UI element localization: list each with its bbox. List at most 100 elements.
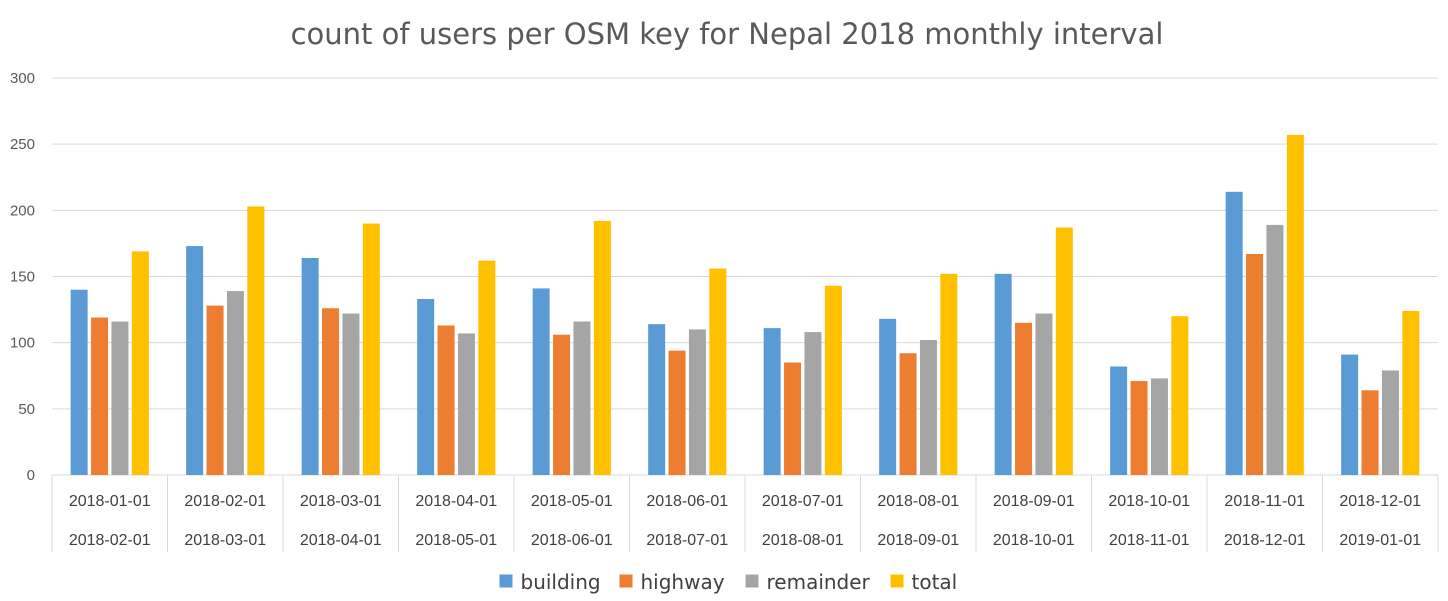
bar-building <box>1341 354 1359 475</box>
bar-highway <box>1130 381 1148 475</box>
x-tick-label-end: 2018-04-01 <box>300 532 382 549</box>
x-tick-label-start: 2018-02-01 <box>184 493 266 510</box>
bar-remainder <box>457 333 475 475</box>
x-tick-label-start: 2018-06-01 <box>646 493 728 510</box>
bar-remainder <box>919 340 937 475</box>
legend-label: remainder <box>767 570 871 594</box>
x-tick-label-end: 2018-12-01 <box>1224 532 1306 549</box>
x-tick-label-start: 2018-03-01 <box>300 493 382 510</box>
bar-remainder <box>342 313 360 475</box>
legend-swatch <box>619 574 633 588</box>
y-tick-label: 50 <box>18 401 35 418</box>
bar-total <box>131 251 149 475</box>
y-tick-label: 0 <box>27 467 35 484</box>
x-tick-label-start: 2018-12-01 <box>1339 493 1421 510</box>
bar-remainder <box>1035 313 1053 475</box>
series-building <box>70 191 1359 475</box>
x-tick-label-end: 2018-03-01 <box>184 532 266 549</box>
bar-remainder <box>226 291 244 475</box>
bars <box>70 134 1420 476</box>
bar-highway <box>784 362 802 475</box>
bar-highway <box>91 317 109 475</box>
x-tick-label-end: 2019-01-01 <box>1339 532 1421 549</box>
bar-total <box>593 220 611 475</box>
legend-swatch <box>745 574 759 588</box>
x-tick-label-end: 2018-07-01 <box>646 532 728 549</box>
bar-building <box>532 288 550 475</box>
bar-highway <box>1015 322 1033 475</box>
bar-highway <box>206 305 224 475</box>
bar-highway <box>322 308 340 475</box>
bar-highway <box>668 350 686 475</box>
legend-item-building: building <box>499 570 601 594</box>
bar-total <box>1055 227 1073 475</box>
bar-building <box>994 273 1012 475</box>
x-tick-label-start: 2018-05-01 <box>531 493 613 510</box>
bar-total <box>478 260 496 475</box>
bar-total <box>940 273 958 475</box>
bar-highway <box>899 353 917 475</box>
series-highway <box>91 254 1379 475</box>
bar-total <box>1402 310 1420 475</box>
legend-label: highway <box>641 570 725 594</box>
x-tick-label-start: 2018-01-01 <box>69 493 151 510</box>
legend-item-total: total <box>890 570 958 594</box>
legend-swatch <box>499 574 513 588</box>
bar-total <box>362 223 380 475</box>
bar-remainder <box>1381 370 1399 475</box>
y-tick-label: 250 <box>10 136 35 153</box>
bar-remainder <box>1150 378 1168 475</box>
x-tick-label-end: 2018-08-01 <box>762 532 844 549</box>
series-remainder <box>111 224 1399 475</box>
y-tick-label: 200 <box>10 202 35 219</box>
x-axis: 2018-01-01 2018-02-01 2018-02-01 2018-03-01… <box>51 475 1439 552</box>
x-tick-label-start: 2018-10-01 <box>1108 493 1190 510</box>
bar-total <box>247 206 265 475</box>
x-tick-label-end: 2018-10-01 <box>993 532 1075 549</box>
y-tick-label: 100 <box>10 335 35 352</box>
legend-label: total <box>912 570 958 594</box>
legend: building highway remainder total <box>499 570 958 594</box>
x-tick-label-start: 2018-07-01 <box>762 493 844 510</box>
bar-total <box>1286 134 1304 476</box>
bar-remainder <box>688 329 706 475</box>
legend-item-remainder: remainder <box>745 570 871 594</box>
gridlines <box>52 77 1438 476</box>
bar-remainder <box>804 332 822 475</box>
bar-total <box>709 268 727 475</box>
bar-building <box>186 246 204 475</box>
x-tick-label-start: 2018-11-01 <box>1224 493 1305 510</box>
series-total <box>131 134 1420 476</box>
bar-total <box>1171 316 1189 475</box>
legend-item-highway: highway <box>619 570 725 594</box>
bar-highway <box>1361 390 1379 475</box>
bar-building <box>879 318 897 475</box>
bar-remainder <box>1266 224 1284 475</box>
bar-building <box>70 289 88 475</box>
bar-highway <box>553 334 571 475</box>
y-axis-ticks: 0 50 100 150 200 250 300 <box>10 70 35 484</box>
x-tick-label-start: 2018-09-01 <box>993 493 1075 510</box>
bar-building <box>1225 191 1243 475</box>
bar-highway <box>1246 254 1264 475</box>
bar-remainder <box>573 321 591 475</box>
y-tick-label: 300 <box>10 70 35 87</box>
x-tick-label-end: 2018-11-01 <box>1109 532 1190 549</box>
x-tick-label-start: 2018-08-01 <box>877 493 959 510</box>
x-tick-label-end: 2018-09-01 <box>877 532 959 549</box>
bar-building <box>1110 366 1128 475</box>
bar-building <box>301 257 319 475</box>
bar-building <box>648 324 666 475</box>
bar-total <box>824 285 842 475</box>
bar-highway <box>437 325 455 475</box>
y-tick-label: 150 <box>10 269 35 286</box>
chart-title: count of users per OSM key for Nepal 201… <box>291 17 1164 51</box>
legend-label: building <box>521 570 601 594</box>
bar-building <box>417 298 435 475</box>
x-tick-label-end: 2018-06-01 <box>531 532 613 549</box>
bar-building <box>763 328 781 475</box>
bar-remainder <box>111 321 129 475</box>
x-tick-label-end: 2018-05-01 <box>415 532 497 549</box>
x-tick-label-end: 2018-02-01 <box>69 532 151 549</box>
